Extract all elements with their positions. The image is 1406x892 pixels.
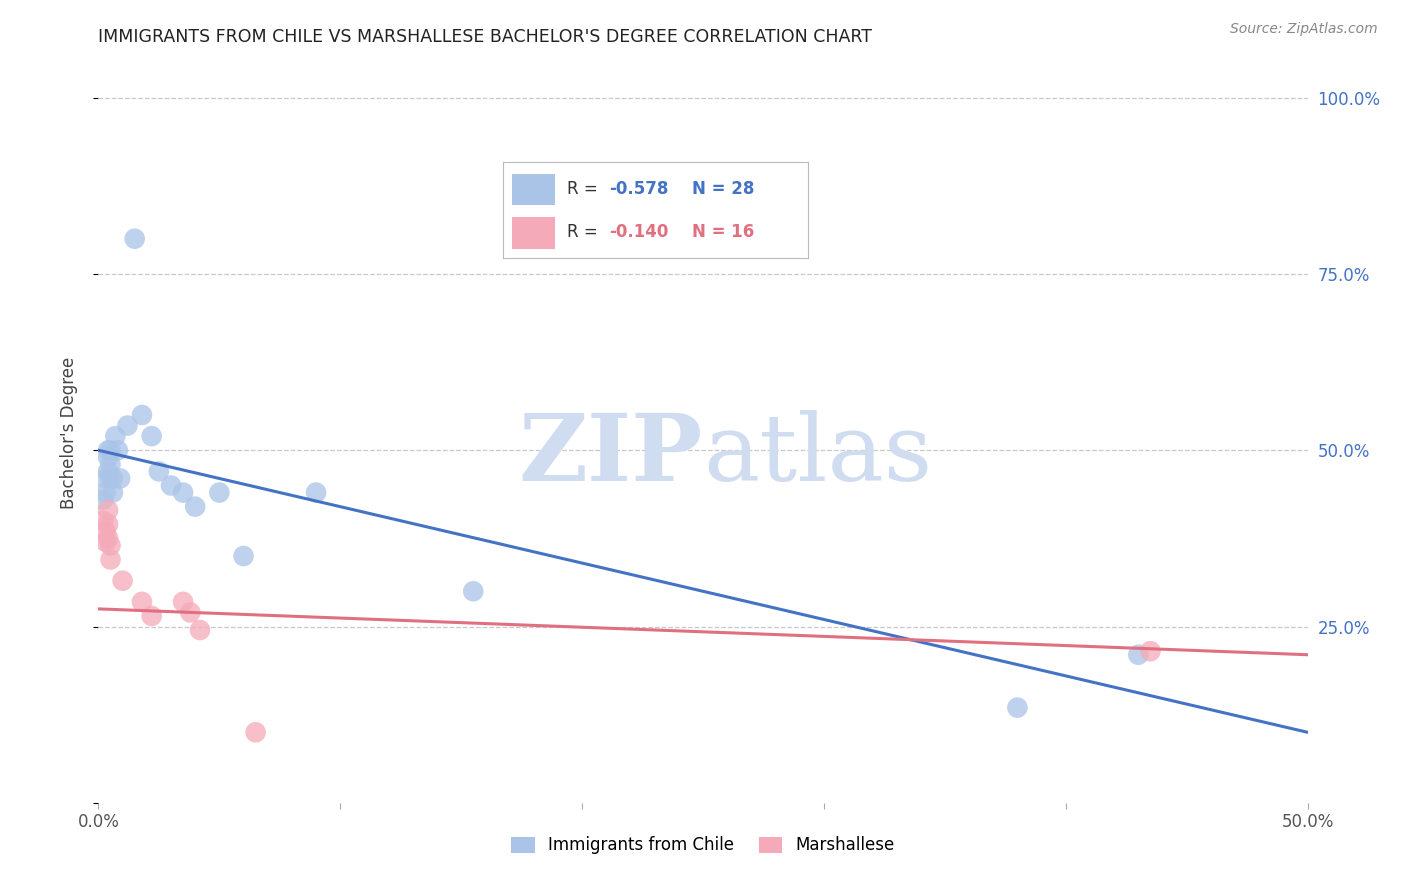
Point [131,595,153,609]
Legend: Immigrants from Chile, Marshallese: Immigrants from Chile, Marshallese [505,830,901,861]
Point [245,725,267,739]
Point [124,232,146,246]
FancyBboxPatch shape [512,174,554,205]
Point [172,595,194,609]
Point [179,606,201,620]
Point [97,464,120,478]
Point [104,429,127,443]
Point [94,471,117,485]
Point [232,549,254,563]
Point [141,609,163,624]
Text: Source: ZipAtlas.com: Source: ZipAtlas.com [1230,22,1378,37]
Text: atlas: atlas [703,409,932,500]
Y-axis label: Bachelor's Degree: Bachelor's Degree [59,357,77,508]
Point [97,450,120,465]
Point [172,485,194,500]
Point [108,471,131,485]
Point [107,443,129,458]
Text: R =: R = [567,223,603,241]
Point [97,443,120,458]
Point [1128,648,1150,662]
Point [101,485,124,500]
Text: R =: R = [567,180,603,198]
Point [100,471,122,485]
Point [97,532,120,546]
Point [94,485,117,500]
Point [184,500,207,514]
Point [141,429,163,443]
Point [463,584,485,599]
Point [97,503,120,517]
Point [148,464,170,478]
Text: ZIP: ZIP [519,409,703,500]
Point [97,517,120,532]
Point [100,458,122,472]
Text: N = 16: N = 16 [692,223,754,241]
Point [117,418,139,433]
Point [188,623,211,637]
Point [100,538,122,552]
Point [131,408,153,422]
Point [101,471,124,485]
Point [94,524,117,539]
Text: N = 28: N = 28 [692,180,754,198]
Point [160,478,183,492]
Point [91,492,114,507]
Point [100,552,122,566]
Point [91,514,114,528]
Point [100,443,122,458]
Point [111,574,134,588]
Text: -0.140: -0.140 [609,223,669,241]
Point [94,535,117,549]
Point [305,485,328,500]
Text: -0.578: -0.578 [609,180,669,198]
Point [1139,644,1161,658]
Text: IMMIGRANTS FROM CHILE VS MARSHALLESE BACHELOR'S DEGREE CORRELATION CHART: IMMIGRANTS FROM CHILE VS MARSHALLESE BAC… [98,28,872,45]
Point [208,485,231,500]
FancyBboxPatch shape [512,217,554,249]
Point [1007,700,1029,714]
